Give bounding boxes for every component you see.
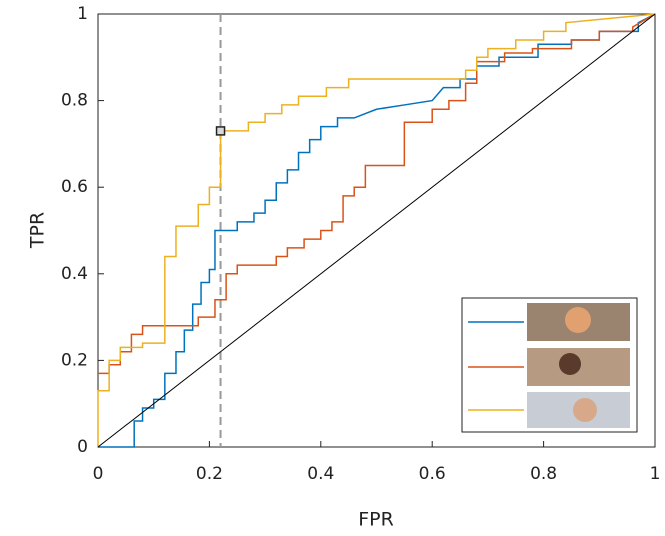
y-axis-label: TPR <box>27 212 49 249</box>
roc-curve <box>98 13 656 375</box>
y-tick-label: 0.4 <box>61 264 88 284</box>
operating-point <box>215 126 226 136</box>
roc-curve <box>97 13 656 447</box>
legend <box>461 297 638 433</box>
x-tick-label: 0.2 <box>196 464 223 484</box>
legend-image-detail <box>559 353 581 375</box>
y-tick-label: 1 <box>77 4 88 24</box>
x-tick-label: 0.6 <box>419 464 446 484</box>
x-tick-label: 0.4 <box>307 464 334 484</box>
legend-image-detail <box>565 307 591 333</box>
roc-curve <box>97 13 656 448</box>
roc-curve <box>98 13 656 448</box>
y-tick-label: 0.6 <box>61 177 88 197</box>
y-tick-label: 0.2 <box>61 350 88 370</box>
y-tick-label: 0 <box>77 437 88 457</box>
x-tick-label: 1 <box>650 464 661 484</box>
legend-image-detail <box>573 398 597 422</box>
x-tick-label: 0 <box>93 464 104 484</box>
y-tick-label: 0.8 <box>61 91 88 111</box>
x-axis-label: FPR <box>358 509 394 531</box>
x-tick-label: 0.8 <box>530 464 557 484</box>
